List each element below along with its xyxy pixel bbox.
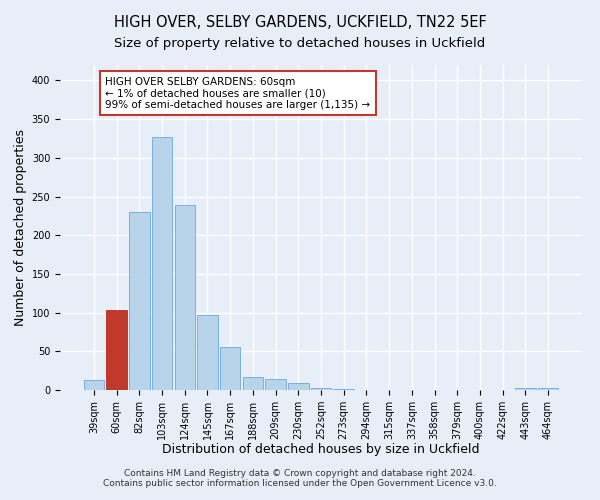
- Bar: [288, 383, 308, 390]
- Bar: [152, 137, 172, 390]
- Text: Contains public sector information licensed under the Open Government Licence v3: Contains public sector information licen…: [103, 479, 497, 488]
- Bar: [175, 205, 195, 390]
- Bar: [106, 310, 127, 390]
- Text: HIGH OVER, SELBY GARDENS, UCKFIELD, TN22 5EF: HIGH OVER, SELBY GARDENS, UCKFIELD, TN22…: [113, 15, 487, 30]
- Bar: [129, 212, 149, 390]
- Y-axis label: Number of detached properties: Number of detached properties: [14, 129, 28, 326]
- Bar: [84, 380, 104, 390]
- Bar: [265, 379, 286, 390]
- Bar: [311, 388, 331, 390]
- Text: HIGH OVER SELBY GARDENS: 60sqm
← 1% of detached houses are smaller (10)
99% of s: HIGH OVER SELBY GARDENS: 60sqm ← 1% of d…: [105, 76, 370, 110]
- Text: Size of property relative to detached houses in Uckfield: Size of property relative to detached ho…: [115, 38, 485, 51]
- Bar: [242, 377, 263, 390]
- Text: Contains HM Land Registry data © Crown copyright and database right 2024.: Contains HM Land Registry data © Crown c…: [124, 469, 476, 478]
- Bar: [197, 315, 218, 390]
- Bar: [220, 348, 241, 390]
- Bar: [334, 389, 354, 390]
- Bar: [515, 388, 536, 390]
- X-axis label: Distribution of detached houses by size in Uckfield: Distribution of detached houses by size …: [162, 444, 480, 456]
- Bar: [538, 388, 558, 390]
